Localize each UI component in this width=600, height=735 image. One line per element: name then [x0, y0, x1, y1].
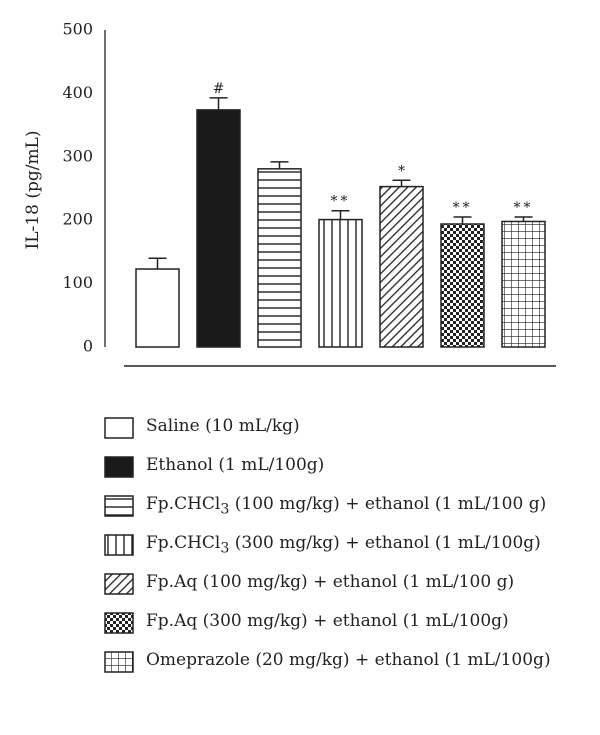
bar: [501, 220, 546, 348]
legend-swatch-diagonal: [104, 572, 134, 595]
legend-item: Fp.CHCl3 (100 mg/kg) + ethanol (1 mL/100…: [104, 486, 551, 525]
legend-swatch-solid: [104, 455, 134, 478]
legend-label: Fp.CHCl3 (300 mg/kg) + ethanol (1 mL/100…: [146, 532, 541, 557]
y-tick-label: 0: [83, 337, 93, 356]
legend: Saline (10 mL/kg) Ethanol (1 mL/100g) Fp…: [104, 408, 551, 681]
bar-chart: IL-18 (pg/mL) 0 100 200 300 400 500 #***…: [23, 20, 556, 367]
legend-item: Fp.Aq (100 mg/kg) + ethanol (1 mL/100 g): [104, 564, 551, 603]
legend-item: Fp.CHCl3 (300 mg/kg) + ethanol (1 mL/100…: [104, 525, 551, 564]
legend-swatch-horizontal: [104, 494, 134, 517]
legend-swatch-grid: [104, 650, 134, 673]
bar: [440, 223, 485, 348]
y-tick-label: 200: [62, 210, 93, 229]
legend-item: Omeprazole (20 mg/kg) + ethanol (1 mL/10…: [104, 642, 551, 681]
y-tick-label: 400: [62, 83, 93, 102]
bar: [196, 109, 241, 348]
bar: [318, 218, 363, 348]
significance-label: *: [398, 163, 405, 179]
bar: [379, 185, 424, 348]
legend-label: Fp.Aq (100 mg/kg) + ethanol (1 mL/100 g): [146, 571, 515, 592]
significance-label: #: [213, 81, 225, 97]
legend-item: Ethanol (1 mL/100g): [104, 447, 551, 486]
significance-label: **: [331, 194, 351, 210]
bar: [257, 168, 302, 348]
legend-label: Ethanol (1 mL/100g): [146, 454, 325, 475]
legend-swatch-vertical: [104, 533, 134, 556]
legend-swatch-empty: [104, 416, 134, 439]
legend-label: Omeprazole (20 mg/kg) + ethanol (1 mL/10…: [146, 649, 551, 670]
y-tick-label: 300: [62, 146, 93, 165]
legend-label: Saline (10 mL/kg): [146, 415, 300, 436]
y-tick-label: 500: [62, 20, 93, 39]
legend-item: Fp.Aq (300 mg/kg) + ethanol (1 mL/100g): [104, 603, 551, 642]
legend-label: Fp.Aq (300 mg/kg) + ethanol (1 mL/100g): [146, 610, 509, 631]
y-axis: 0 100 200 300 400 500: [62, 20, 106, 356]
significance-label: **: [453, 200, 473, 216]
bar: [135, 268, 180, 348]
legend-label: Fp.CHCl3 (100 mg/kg) + ethanol (1 mL/100…: [146, 493, 547, 518]
significance-label: **: [514, 200, 534, 216]
legend-swatch-checker: [104, 611, 134, 634]
legend-item: Saline (10 mL/kg): [104, 408, 551, 447]
y-tick-label: 100: [62, 273, 93, 292]
bars-group: #***** **: [135, 81, 546, 348]
y-axis-label: IL-18 (pg/mL): [23, 131, 43, 250]
